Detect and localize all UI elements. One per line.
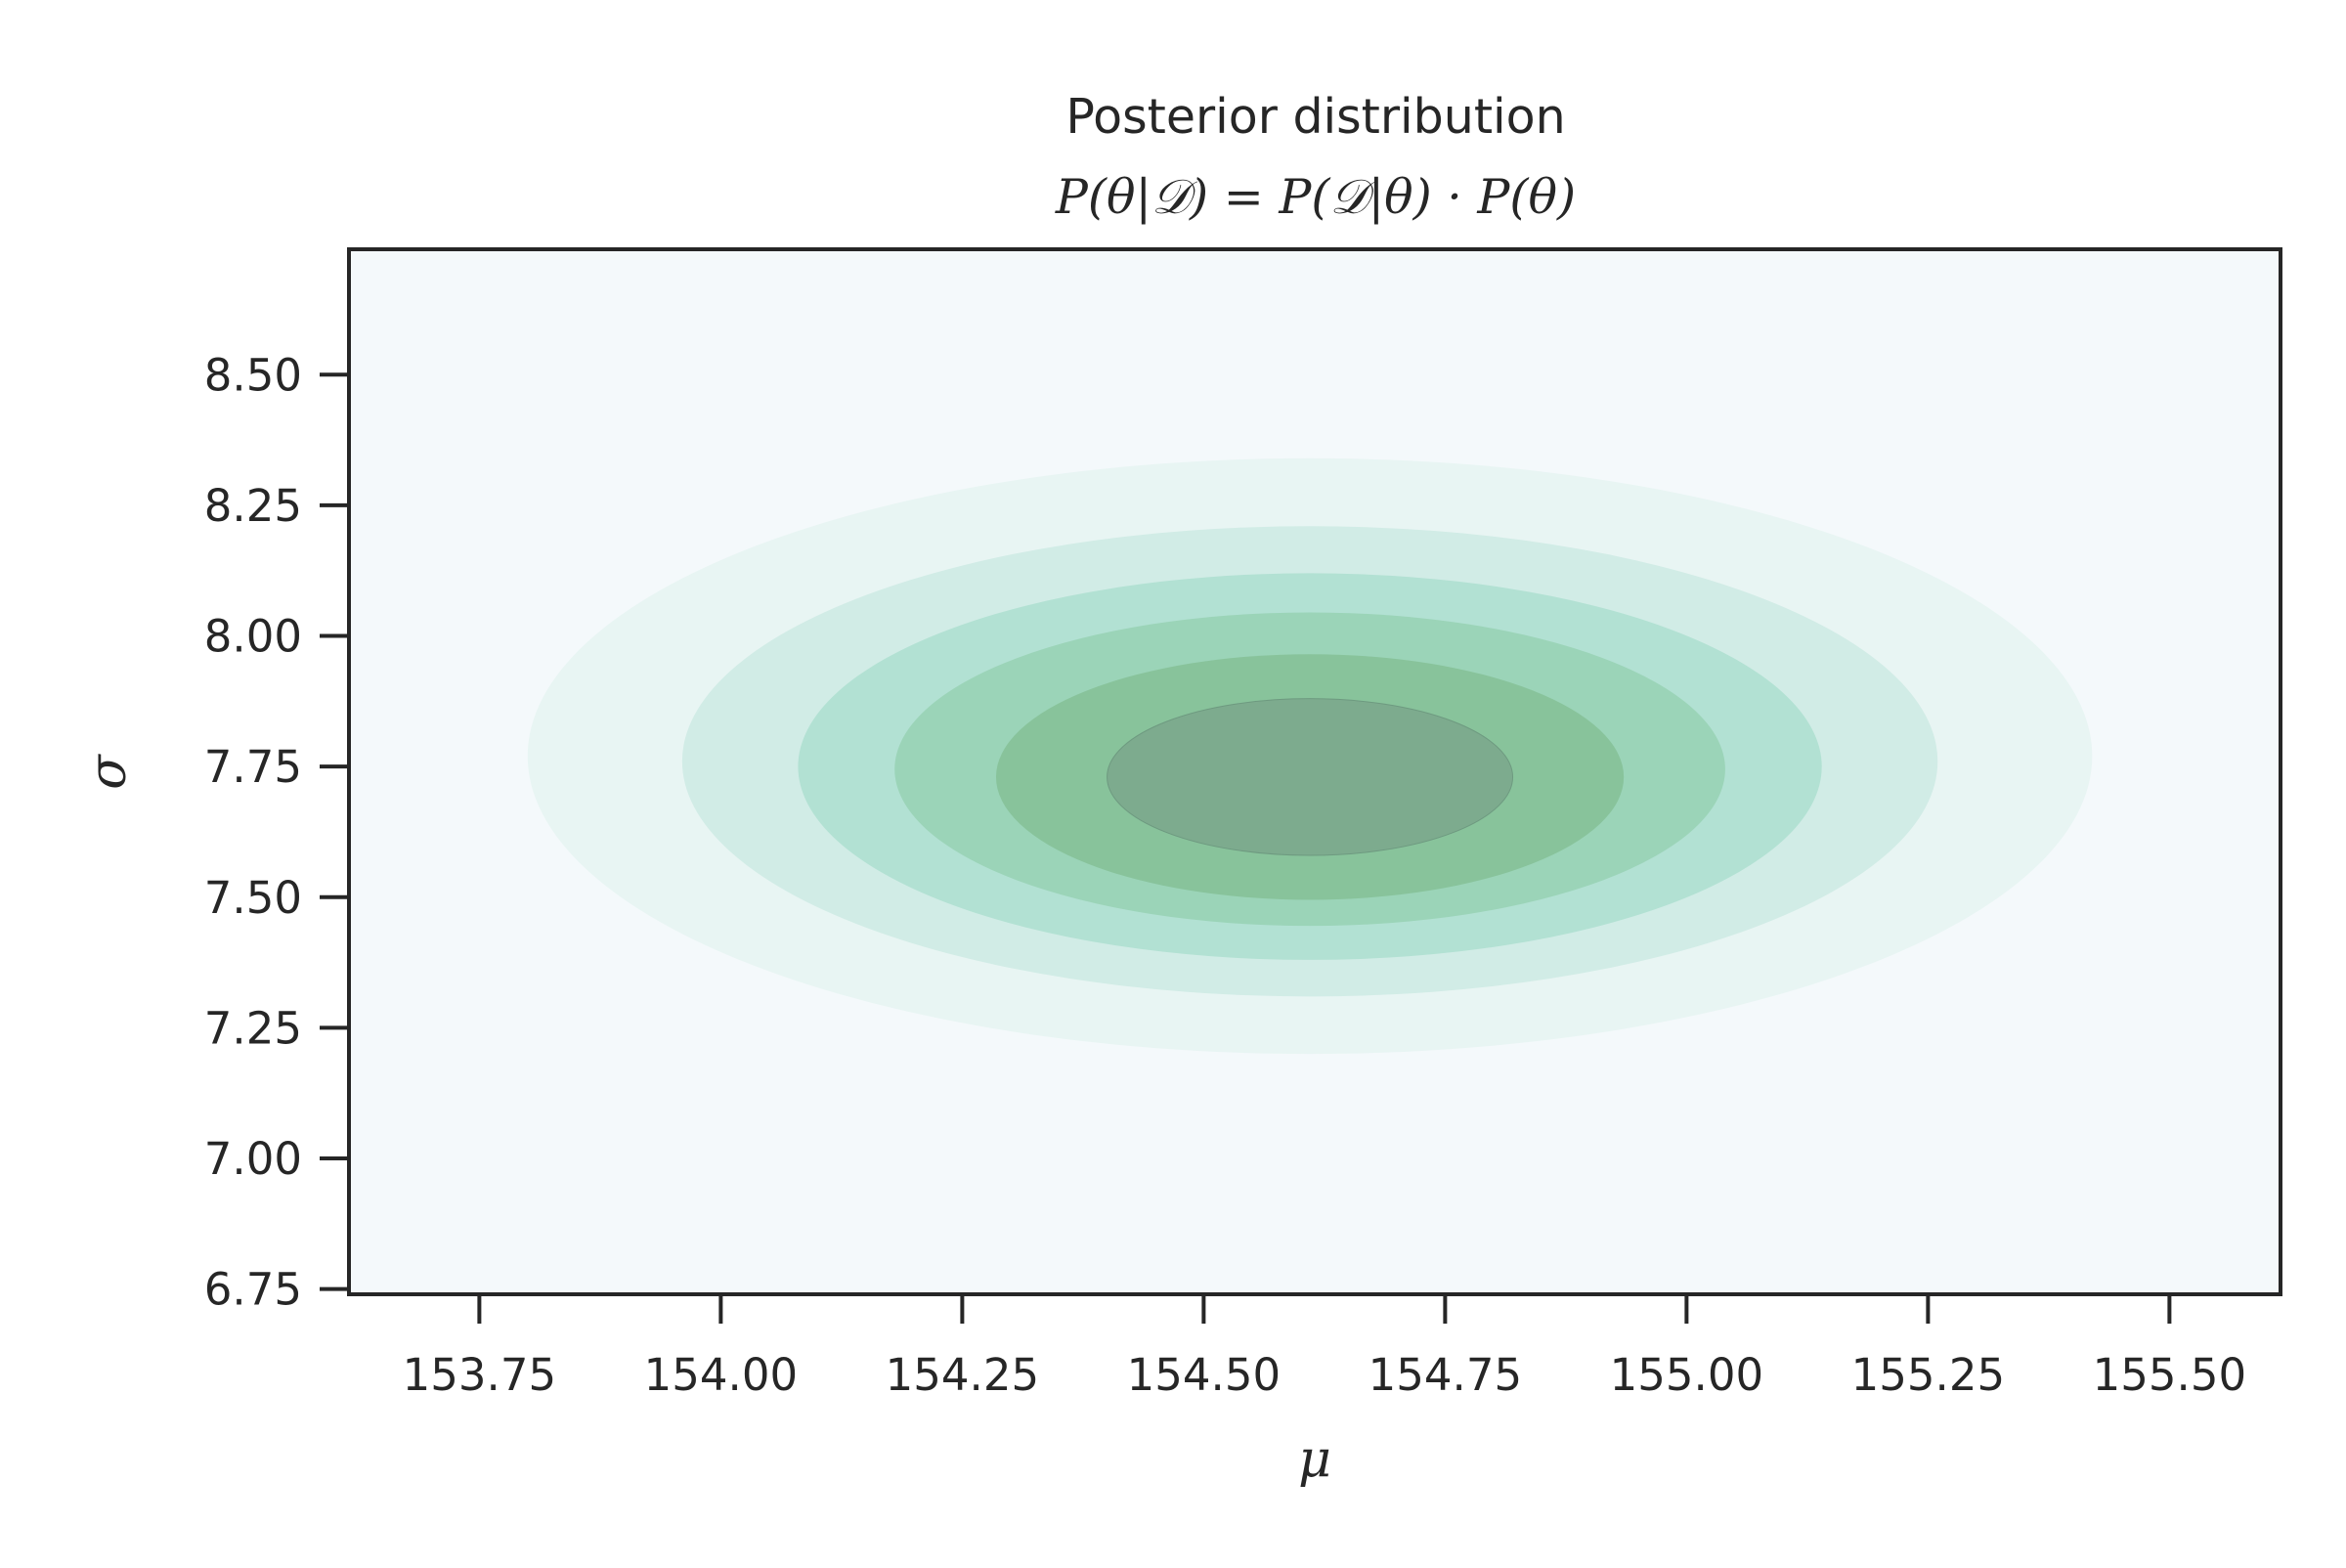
x-tick-label: 154.25 — [886, 1349, 1039, 1401]
x-axis: 153.75 154.00 154.25 154.50 154.75 155.00 155.… — [403, 1294, 2246, 1401]
x-tick-label: 154.00 — [644, 1349, 798, 1401]
chart-title: Posterior distribution — [1065, 89, 1565, 145]
x-axis-label: μ — [1298, 1430, 1331, 1489]
x-tick-label: 155.00 — [1610, 1349, 1763, 1401]
y-tick-label: 7.25 — [204, 1002, 302, 1054]
x-tick-label: 153.75 — [403, 1349, 556, 1401]
y-tick-label: 8.00 — [204, 611, 302, 663]
y-tick-label: 8.50 — [204, 349, 302, 401]
x-tick-label: 155.50 — [2093, 1349, 2246, 1401]
contour-group — [527, 457, 2093, 1055]
y-tick-label: 6.75 — [204, 1264, 302, 1316]
chart-subtitle: P(θ|𝒟) = P(𝒟|θ) · P(θ) — [1055, 169, 1576, 225]
y-tick-label: 7.00 — [204, 1133, 302, 1185]
y-axis: 6.75 7.00 7.25 7.50 7.75 8.00 8.25 8.50 — [204, 349, 349, 1316]
y-axis-label: σ — [79, 754, 138, 790]
x-tick-label: 154.75 — [1368, 1349, 1522, 1401]
plot-frame — [347, 247, 2282, 1296]
contour-level-6 — [1107, 698, 1514, 856]
y-tick-label: 7.75 — [204, 741, 302, 793]
x-tick-label: 155.25 — [1851, 1349, 2005, 1401]
x-tick-label: 154.50 — [1127, 1349, 1281, 1401]
y-tick-label: 8.25 — [204, 480, 302, 532]
y-tick-label: 7.50 — [204, 872, 302, 924]
